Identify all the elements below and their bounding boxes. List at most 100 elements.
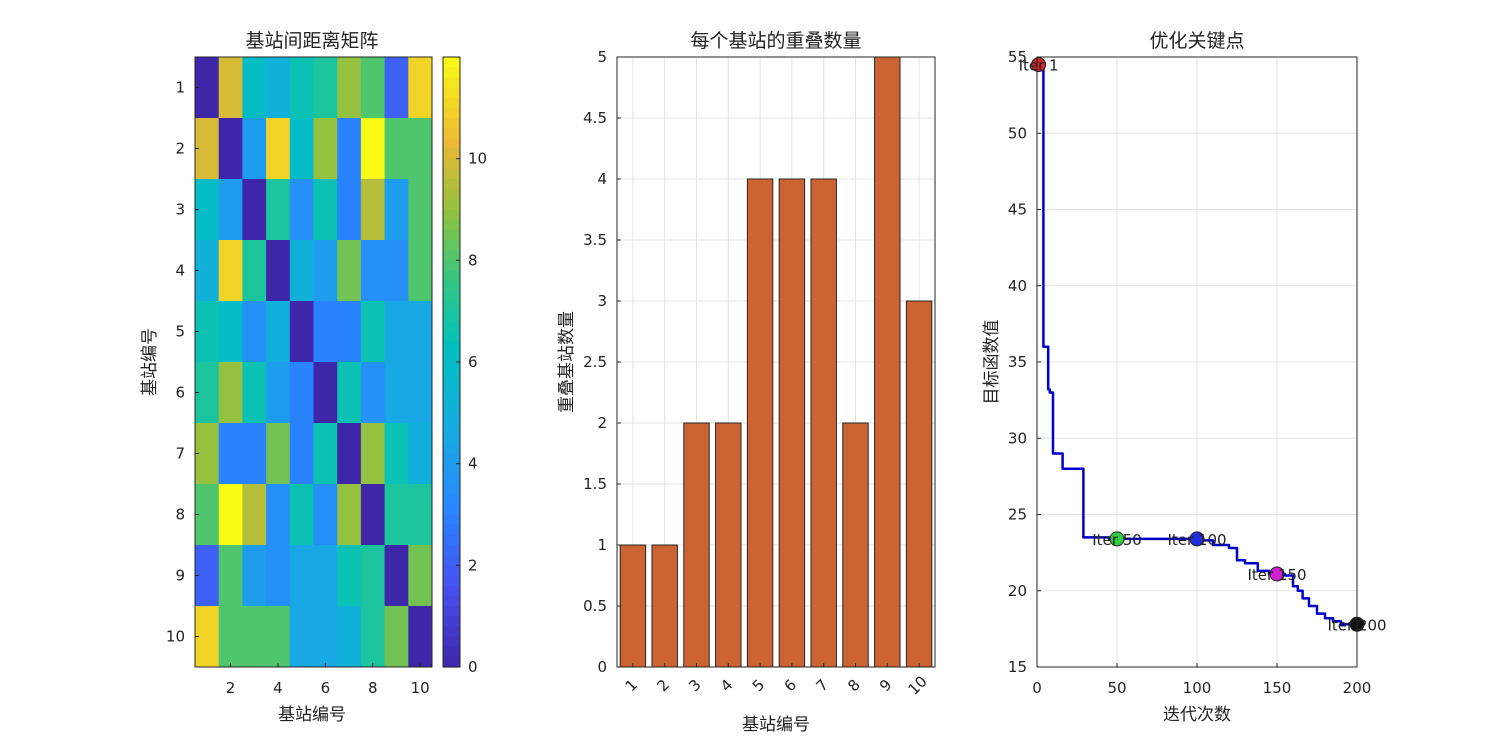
colorbar-segment [443, 97, 460, 109]
bar-x-tick-label: 1 [622, 676, 641, 695]
heatmap-y-tick-label: 3 [175, 201, 185, 219]
bar-y-tick-label: 3 [597, 292, 607, 310]
heatmap-cell [218, 179, 243, 241]
heatmap-cell [266, 240, 291, 302]
colorbar-segment [443, 107, 460, 119]
heatmap-cell [360, 118, 386, 180]
heatmap-x-tick-label: 10 [411, 679, 430, 697]
heatmap-cell [266, 545, 291, 607]
key-point-marker [1031, 57, 1047, 73]
line-x-tick-label: 100 [1183, 679, 1212, 697]
heatmap-cell [313, 179, 338, 241]
colorbar-segment [443, 514, 460, 526]
heatmap-cell [218, 606, 243, 668]
heatmap-y-tick-label: 2 [175, 140, 185, 158]
heatmap-cell [337, 179, 362, 241]
colorbar-tick-label: 6 [468, 353, 478, 371]
colorbar-segment [443, 575, 460, 587]
bar-y-label: 重叠基站数量 [557, 311, 577, 413]
heatmap-title: 基站间距离矩阵 [245, 30, 378, 52]
heatmap-cell [337, 118, 362, 180]
bar-x-tick-label: 2 [653, 676, 672, 695]
key-point-marker [1189, 531, 1205, 547]
heatmap-cell [337, 545, 362, 607]
bar-y-tick-label: 4.5 [583, 109, 607, 127]
bar-y-tick-label: 0 [597, 658, 607, 676]
colorbar-tick-label: 8 [468, 251, 478, 269]
heatmap-cell [360, 301, 386, 363]
colorbar-segment [443, 209, 460, 221]
bar-x-tick-label: 4 [717, 676, 736, 695]
heatmap-x-tick-label: 4 [273, 679, 283, 697]
heatmap-cell [218, 57, 243, 119]
colorbar-segment [443, 280, 460, 292]
heatmap-cell [313, 57, 338, 119]
heatmap-cell [289, 118, 314, 180]
bar-y-tick-label: 3.5 [583, 231, 607, 249]
heatmap-cell [289, 362, 314, 424]
heatmap-cell [289, 606, 314, 668]
heatmap-cell [360, 57, 386, 119]
colorbar-segment [443, 331, 460, 343]
heatmap-x-tick-label: 2 [226, 679, 236, 697]
colorbar-segment [443, 57, 460, 68]
heatmap-cell [384, 179, 409, 241]
heatmap-cell [384, 606, 409, 668]
colorbar-tick-label: 0 [468, 658, 478, 676]
heatmap-cell [195, 545, 220, 607]
bar-6 [778, 178, 806, 668]
heatmap-cell [289, 240, 314, 302]
colorbar-segment [443, 148, 460, 160]
colorbar-segment [443, 158, 460, 170]
colorbar-segment [443, 311, 460, 322]
bar-9 [874, 56, 901, 668]
heatmap-cell [313, 362, 338, 424]
heatmap-cell [266, 606, 291, 668]
colorbar-segment [443, 270, 460, 282]
bar-y-tick-label: 0.5 [583, 597, 607, 615]
bar-3 [683, 422, 710, 668]
heatmap-cell [242, 179, 267, 241]
heatmap-y-tick-label: 9 [175, 567, 185, 585]
bar-x-tick-label: 5 [749, 676, 768, 695]
bar-y-tick-label: 5 [597, 48, 607, 66]
heatmap-y-tick-label: 7 [175, 445, 185, 463]
heatmap-cell [218, 240, 243, 302]
colorbar-segment [443, 290, 460, 302]
colorbar-segment [443, 606, 460, 617]
heatmap-cell [408, 362, 433, 424]
line-y-label: 目标函数值 [982, 320, 1002, 405]
heatmap-y-tick-label: 1 [175, 79, 185, 97]
key-point-marker [1109, 531, 1125, 547]
heatmap-cell [384, 545, 409, 607]
heatmap-cell [360, 423, 386, 485]
heatmap-cell [266, 423, 291, 485]
key-point-label: Iter 150 [1247, 566, 1306, 584]
heatmap-cell [408, 545, 433, 607]
colorbar-segment [443, 636, 460, 648]
heatmap-cell [266, 179, 291, 241]
colorbar-segment [443, 77, 460, 89]
bar-1 [619, 544, 647, 668]
colorbar-segment [443, 67, 460, 78]
line-x-tick-label: 50 [1107, 679, 1126, 697]
heatmap-cell [289, 423, 314, 485]
heatmap-cell [337, 240, 362, 302]
heatmap-cell [289, 301, 314, 363]
heatmap-cell [384, 118, 409, 180]
line-y-tick-label: 55 [1008, 48, 1027, 66]
bar-x-tick-label: 3 [685, 676, 704, 695]
heatmap-cell [195, 606, 220, 668]
heatmap-cell [242, 545, 267, 607]
heatmap-cell [313, 423, 338, 485]
line-y-tick-label: 20 [1008, 582, 1027, 600]
heatmap-cell [289, 545, 314, 607]
line-title: 优化关键点 [1149, 30, 1244, 52]
heatmap-x-tick-label: 6 [321, 679, 331, 697]
colorbar-segment [443, 545, 460, 556]
colorbar-segment [443, 229, 460, 241]
heatmap-cell [337, 57, 362, 119]
colorbar-segment [443, 656, 460, 668]
bar-y-tick-label: 1.5 [583, 475, 607, 493]
colorbar-segment [443, 524, 460, 536]
